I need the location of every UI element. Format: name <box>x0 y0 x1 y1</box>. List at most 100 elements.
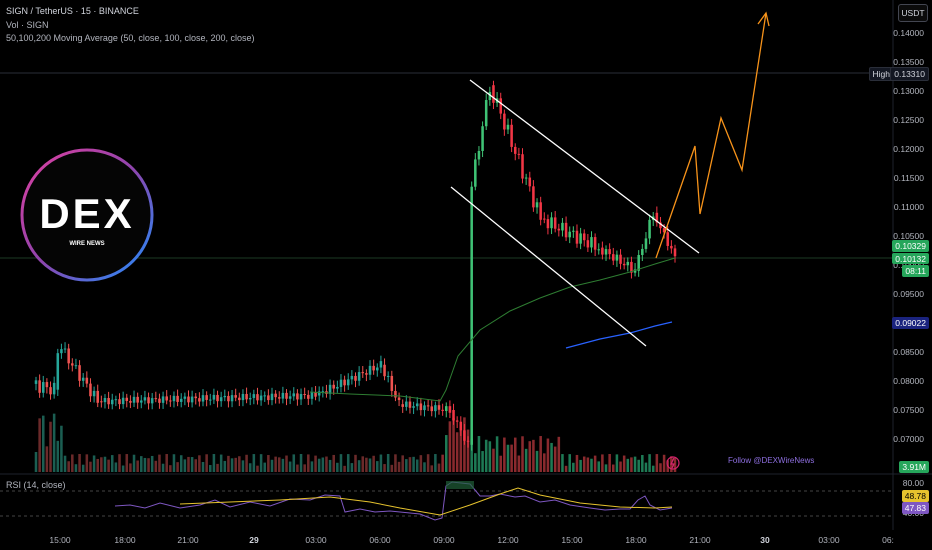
candle-body <box>597 249 601 251</box>
volume-bar <box>575 454 579 472</box>
symbol-legend[interactable]: SIGN / TetherUS · 15 · BINANCE <box>6 6 139 16</box>
candle-body <box>176 395 179 402</box>
candle-body <box>615 254 619 261</box>
volume-bar <box>662 454 666 472</box>
volume-bar <box>332 454 335 472</box>
candle-body <box>517 153 521 155</box>
candle-body <box>641 248 644 255</box>
volume-bar <box>561 454 564 472</box>
candle-body <box>332 384 335 389</box>
candle-body <box>227 395 230 402</box>
volume-bar <box>503 437 506 472</box>
projection-path[interactable] <box>655 12 767 259</box>
volume-bar <box>405 459 408 472</box>
candle-body <box>299 394 303 400</box>
volume-bar <box>412 456 415 472</box>
volume-bar <box>582 456 586 472</box>
candle-body <box>419 403 423 411</box>
volume-bar <box>470 438 473 472</box>
candle-body <box>379 361 383 368</box>
volume-bar <box>477 436 481 472</box>
candle-body <box>165 396 168 401</box>
candle-body <box>310 392 314 399</box>
volume-bar <box>165 454 168 472</box>
candle-body <box>506 124 510 130</box>
candle-body <box>524 177 528 179</box>
candle-body <box>154 398 158 400</box>
volume-bar <box>252 454 256 472</box>
candle-body <box>223 395 227 398</box>
volume-value-tag: 3.91M <box>899 461 929 473</box>
candle-body <box>179 398 183 402</box>
high-value-tag: 0.13310 <box>890 67 929 81</box>
volume-bar <box>568 454 571 472</box>
candle-body <box>510 124 513 147</box>
candle-body <box>644 238 648 249</box>
volume-bar <box>444 435 448 472</box>
volume-bar <box>528 441 532 472</box>
volume-bar <box>651 465 655 472</box>
lightning-icon[interactable] <box>666 456 680 470</box>
candle-body <box>219 397 223 402</box>
price-axis-label: 0.11000 <box>893 202 924 212</box>
volume-bar <box>557 436 561 472</box>
volume-bar <box>368 458 372 472</box>
volume-bar <box>601 454 604 472</box>
candle-body <box>434 405 437 412</box>
candle-body <box>484 100 488 127</box>
volume-bar <box>376 461 379 472</box>
candle-body <box>415 403 419 407</box>
rsi-legend[interactable]: RSI (14, close) <box>6 480 66 490</box>
time-axis-label: 29 <box>249 535 259 545</box>
volume-bar <box>78 454 81 472</box>
candle-body <box>296 393 299 400</box>
volume-bar <box>81 464 85 472</box>
volume-bar <box>63 455 67 472</box>
candle-body <box>89 383 92 397</box>
candle-body <box>401 404 404 407</box>
channel-upper-line[interactable] <box>469 79 700 254</box>
volume-bar <box>49 421 52 472</box>
volume-legend[interactable]: Vol · SIGN <box>6 20 49 30</box>
candle-body <box>71 363 74 366</box>
volume-bar <box>161 463 165 472</box>
candle-body <box>397 397 401 401</box>
candle-body <box>466 440 470 442</box>
candle-body <box>114 399 118 401</box>
candle-body <box>582 233 586 241</box>
volume-bar <box>590 458 593 472</box>
volume-bar <box>187 456 190 472</box>
candle-body <box>390 375 394 391</box>
volume-bar <box>579 459 582 472</box>
volume-bars <box>34 413 677 472</box>
candle-body <box>270 393 274 401</box>
volume-bar <box>452 418 455 472</box>
rsi-overbought-fill <box>446 481 474 489</box>
volume-bar <box>434 454 437 472</box>
currency-button[interactable]: USDT <box>898 4 928 22</box>
price-axis-label: 0.12500 <box>893 115 924 125</box>
candle-body <box>321 391 325 393</box>
volume-bar <box>114 462 118 472</box>
volume-bar <box>455 432 459 472</box>
volume-bar <box>390 464 394 472</box>
candle-body <box>441 409 444 411</box>
volume-bar <box>379 454 383 472</box>
candle-body <box>292 393 296 397</box>
price-axis-label: 0.12000 <box>893 144 924 154</box>
channel-lower-line[interactable] <box>450 186 647 347</box>
candle-body <box>241 393 245 401</box>
volume-bar <box>419 455 423 472</box>
volume-bar <box>183 459 187 472</box>
volume-bar <box>38 418 41 472</box>
ma-legend[interactable]: 50,100,200 Moving Average (50, close, 10… <box>6 33 255 43</box>
candle-body <box>423 405 426 411</box>
volume-bar <box>296 464 299 472</box>
candle-body <box>234 395 237 398</box>
volume-bar <box>481 451 484 472</box>
candle-body <box>67 348 70 364</box>
candle-body <box>612 254 615 261</box>
rsi-axis-label: 80.00 <box>902 478 924 488</box>
